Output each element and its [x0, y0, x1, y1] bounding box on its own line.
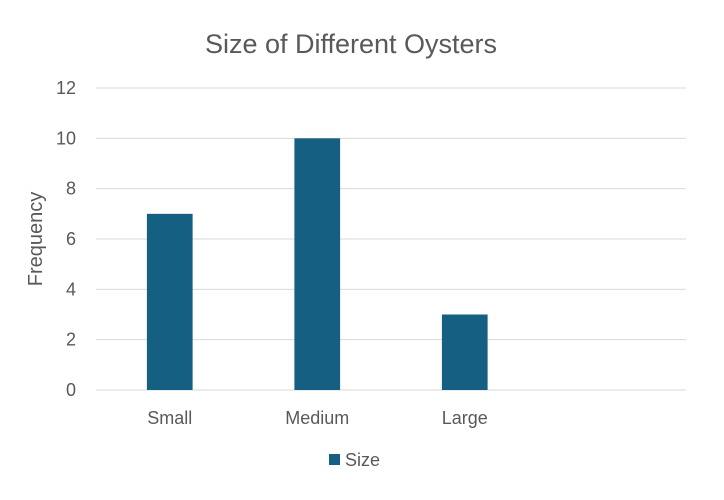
- y-tick-label: 2: [66, 330, 76, 350]
- bars: [146, 138, 488, 390]
- y-axis-ticks: 0 2 4 6 8 10 12: [56, 78, 76, 400]
- bar-medium: [294, 138, 341, 390]
- y-tick-label: 6: [66, 229, 76, 249]
- x-axis-ticks: Small Medium Large: [147, 408, 488, 428]
- y-axis-title: Frequency: [25, 192, 47, 287]
- bar-small: [146, 213, 193, 390]
- y-tick-label: 0: [66, 380, 76, 400]
- y-tick-label: 10: [56, 128, 76, 148]
- x-tick-label: Medium: [285, 408, 349, 428]
- y-tick-label: 12: [56, 78, 76, 98]
- x-tick-label: Small: [147, 408, 192, 428]
- gridlines: [96, 87, 686, 391]
- legend-swatch: [329, 454, 340, 465]
- bar-large: [441, 314, 488, 390]
- legend: Size: [329, 450, 380, 470]
- legend-label: Size: [345, 450, 380, 470]
- x-tick-label: Large: [442, 408, 488, 428]
- y-tick-label: 4: [66, 279, 76, 299]
- chart-title: Size of Different Oysters: [205, 29, 497, 59]
- y-tick-label: 8: [66, 179, 76, 199]
